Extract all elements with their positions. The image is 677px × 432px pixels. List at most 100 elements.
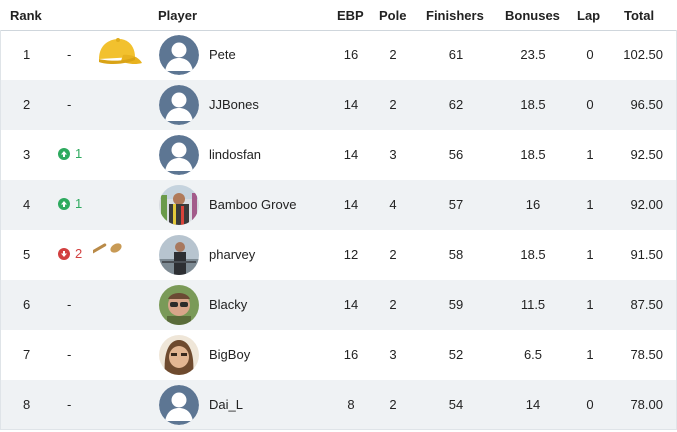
lap-cell: 1 xyxy=(586,247,594,262)
rank-change: - xyxy=(67,397,72,412)
header-ebp[interactable]: EBP xyxy=(337,8,364,23)
player-name[interactable]: lindosfan xyxy=(209,147,262,162)
header-player[interactable]: Player xyxy=(158,8,198,23)
avatar[interactable] xyxy=(159,135,199,175)
bonuses-cell: 11.5 xyxy=(520,297,546,312)
player-name[interactable]: BigBoy xyxy=(209,347,251,362)
arrow-down-icon xyxy=(58,247,70,260)
rank-cell: 6 xyxy=(23,297,31,312)
table-row[interactable]: 1 - Pete 16 2 61 23.5 0 102.50 xyxy=(0,30,677,80)
table-row[interactable]: 4 1 Bamboo Grove 14 4 57 16 1 92.00 xyxy=(0,180,677,230)
finishers-cell: 52 xyxy=(448,347,464,362)
rank-cell: 3 xyxy=(23,147,31,162)
rank-change-up: 1 xyxy=(58,196,82,211)
player-name[interactable]: Blacky xyxy=(209,297,248,312)
ebp-cell: 14 xyxy=(343,297,359,312)
rank-cell: 8 xyxy=(23,397,31,412)
lap-cell: 1 xyxy=(586,147,594,162)
player-name[interactable]: Pete xyxy=(209,47,236,62)
pole-cell: 3 xyxy=(389,147,397,162)
rank-change-up: 1 xyxy=(58,146,82,161)
ebp-cell: 14 xyxy=(343,97,359,112)
table-row[interactable]: 6 - Blacky 14 2 59 11.5 1 87.50 xyxy=(0,280,677,330)
table-row[interactable]: 3 1 lindosfan 14 3 56 18.5 1 92.50 xyxy=(0,130,677,180)
lap-cell: 0 xyxy=(586,97,594,112)
rank-change: - xyxy=(67,347,72,362)
avatar[interactable] xyxy=(159,185,199,225)
rank-change-value: 1 xyxy=(75,146,83,161)
total-cell: 87.50 xyxy=(630,297,663,312)
bonuses-cell: 23.5 xyxy=(520,47,546,62)
pole-cell: 2 xyxy=(389,247,397,262)
pole-cell: 2 xyxy=(389,397,397,412)
avatar[interactable] xyxy=(159,35,199,75)
lap-cell: 0 xyxy=(586,397,594,412)
rank-change-value: 1 xyxy=(75,196,83,211)
player-name[interactable]: Dai_L xyxy=(209,397,243,412)
ebp-cell: 8 xyxy=(347,397,355,412)
rank-cell: 7 xyxy=(23,347,31,362)
total-cell: 102.50 xyxy=(623,47,663,62)
ebp-cell: 12 xyxy=(343,247,359,262)
wooden-spoon-icon xyxy=(88,237,143,271)
avatar[interactable] xyxy=(159,85,199,125)
avatar[interactable] xyxy=(159,235,199,275)
pole-cell: 2 xyxy=(389,47,397,62)
header-rank[interactable]: Rank xyxy=(10,8,42,23)
bonuses-cell: 6.5 xyxy=(523,347,543,362)
rank-cell: 1 xyxy=(23,47,31,62)
finishers-cell: 57 xyxy=(448,197,464,212)
finishers-cell: 59 xyxy=(448,297,464,312)
header-pole[interactable]: Pole xyxy=(379,8,407,23)
table-body: 1 - Pete 16 2 61 23.5 0 102.50 2 - JJBon… xyxy=(0,30,677,430)
header-bonuses[interactable]: Bonuses xyxy=(505,8,560,23)
lap-cell: 1 xyxy=(586,197,594,212)
table-row[interactable]: 2 - JJBones 14 2 62 18.5 0 96.50 xyxy=(0,80,677,130)
finishers-cell: 62 xyxy=(448,97,464,112)
total-cell: 78.50 xyxy=(630,347,663,362)
ebp-cell: 14 xyxy=(343,197,359,212)
table-row[interactable]: 7 - BigBoy 16 3 52 6.5 1 78.50 xyxy=(0,330,677,380)
table-row[interactable]: 5 2 pharvey 12 2 58 18.5 1 91.50 xyxy=(0,230,677,280)
header-finishers[interactable]: Finishers xyxy=(426,8,484,23)
lap-cell: 1 xyxy=(586,297,594,312)
finishers-cell: 56 xyxy=(448,147,464,162)
bonuses-cell: 18.5 xyxy=(520,247,546,262)
rank-change-value: 2 xyxy=(75,246,83,261)
total-cell: 91.50 xyxy=(630,247,663,262)
pole-cell: 2 xyxy=(389,297,397,312)
total-cell: 92.00 xyxy=(630,197,663,212)
bonuses-cell: 14 xyxy=(525,397,541,412)
rank-change: - xyxy=(67,97,72,112)
avatar[interactable] xyxy=(159,335,199,375)
pole-cell: 2 xyxy=(389,97,397,112)
finishers-cell: 58 xyxy=(448,247,464,262)
rank-change-down: 2 xyxy=(58,246,82,261)
player-name[interactable]: pharvey xyxy=(209,247,256,262)
avatar[interactable] xyxy=(159,385,199,425)
avatar[interactable] xyxy=(159,285,199,325)
finishers-cell: 61 xyxy=(448,47,464,62)
bonuses-cell: 18.5 xyxy=(520,97,546,112)
table-row[interactable]: 8 - Dai_L 8 2 54 14 0 78.00 xyxy=(0,380,677,430)
header-lap[interactable]: Lap xyxy=(577,8,601,23)
ebp-cell: 16 xyxy=(343,47,359,62)
total-cell: 78.00 xyxy=(630,397,663,412)
yellow-cap-icon xyxy=(93,37,143,71)
ebp-cell: 16 xyxy=(343,347,359,362)
ebp-cell: 14 xyxy=(343,147,359,162)
rank-change: - xyxy=(67,297,72,312)
rank-cell: 4 xyxy=(23,197,31,212)
header-total[interactable]: Total xyxy=(624,8,655,23)
lap-cell: 0 xyxy=(586,47,594,62)
player-name[interactable]: Bamboo Grove xyxy=(209,197,297,212)
finishers-cell: 54 xyxy=(448,397,464,412)
bonuses-cell: 18.5 xyxy=(520,147,546,162)
table-header: Rank Player EBP Pole Finishers Bonuses L… xyxy=(0,0,677,31)
pole-cell: 4 xyxy=(389,197,397,212)
bonuses-cell: 16 xyxy=(525,197,541,212)
player-name[interactable]: JJBones xyxy=(209,97,259,112)
total-cell: 96.50 xyxy=(630,97,663,112)
total-cell: 92.50 xyxy=(630,147,663,162)
